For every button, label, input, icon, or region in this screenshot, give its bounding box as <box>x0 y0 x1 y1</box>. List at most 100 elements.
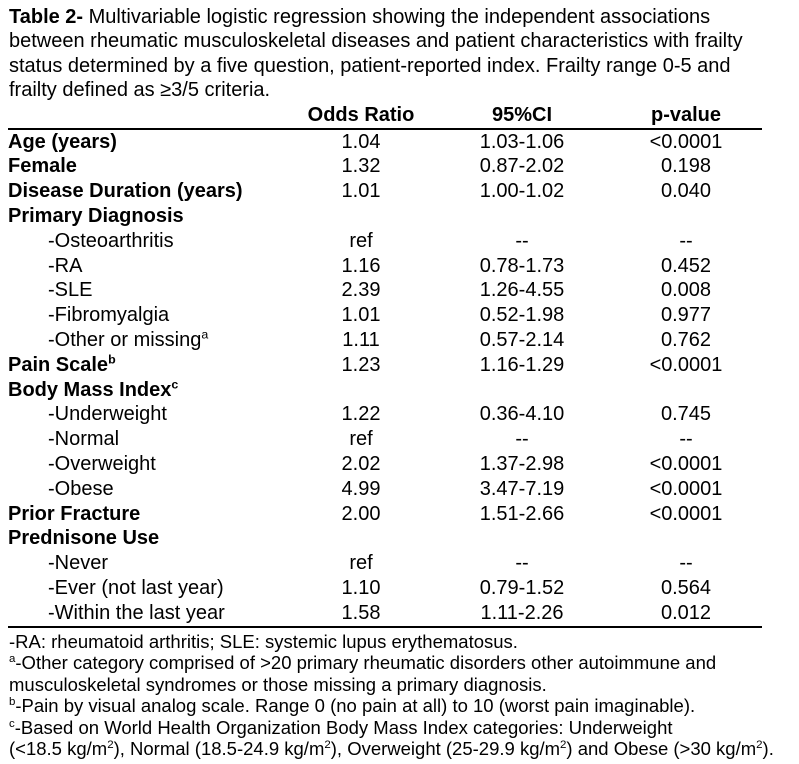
table-row: Prior Fracture 2.00 1.51-2.66 <0.0001 <box>8 502 762 527</box>
odds-ratio-value <box>288 204 434 229</box>
p-value: 0.040 <box>660 180 712 203</box>
row-label: Pain Scaleb <box>8 352 116 376</box>
table-row: -Other or missinga 1.11 0.57-2.14 0.762 <box>8 328 762 353</box>
p-value: -- <box>679 428 693 451</box>
footnote-b: b-Pain by visual analog scale. Range 0 (… <box>9 695 696 717</box>
table-row: -Obese 4.99 3.47-7.19 <0.0001 <box>8 477 762 502</box>
footnote-a: a-Other category comprised of >20 primar… <box>9 652 717 695</box>
ci-value <box>434 204 610 229</box>
table-row: Age (years) 1.04 1.03-1.06 <0.0001 <box>8 129 762 155</box>
odds-ratio-value: 1.32 <box>341 155 381 178</box>
p-value: 0.198 <box>660 155 712 178</box>
regression-table: Odds Ratio 95%CI p-value Age (years) 1.0… <box>8 102 762 628</box>
ci-value: 1.00-1.02 <box>479 180 565 203</box>
p-value: 0.012 <box>610 600 762 628</box>
row-label: -Other or missinga <box>48 328 209 351</box>
odds-ratio-value: 1.11 <box>342 329 380 351</box>
p-value: -- <box>679 229 693 252</box>
row-label: -Normal <box>48 428 120 451</box>
odds-ratio-value: 1.04 <box>341 130 381 153</box>
header-empty-cell <box>8 102 288 130</box>
section-label: Body Mass Indexc <box>8 377 179 401</box>
table-caption-number: Table 2- <box>9 6 84 28</box>
ci-value: 1.16-1.29 <box>479 353 565 376</box>
table-footnotes: -RA: rheumatoid arthritis; SLE: systemic… <box>9 631 797 760</box>
header-ci: 95%CI <box>434 102 610 130</box>
row-label: -Within the last year <box>8 600 288 628</box>
row-label: -RA <box>48 254 83 277</box>
row-label: -SLE <box>48 279 93 302</box>
header-odds-ratio: Odds Ratio <box>288 102 434 130</box>
p-value: 0.452 <box>660 254 712 277</box>
ci-value: 0.36-4.10 <box>479 403 565 426</box>
p-value: <0.0001 <box>649 502 723 525</box>
footnote-abbreviations: -RA: rheumatoid arthritis; SLE: systemic… <box>9 630 518 652</box>
p-value: 0.008 <box>660 279 712 302</box>
odds-ratio-value: 1.01 <box>341 304 381 327</box>
table-row: -Within the last year 1.58 1.11-2.26 0.0… <box>8 600 762 628</box>
section-label: Prednisone Use <box>8 527 160 550</box>
odds-ratio-value: ref <box>349 229 373 252</box>
row-label: -Never <box>48 552 109 575</box>
odds-ratio-value: 1.10 <box>341 576 381 599</box>
ci-value: 0.52-1.98 <box>479 304 565 327</box>
p-value <box>610 378 762 403</box>
odds-ratio-value: 2.39 <box>341 279 381 302</box>
odds-ratio-value: 1.16 <box>341 254 381 277</box>
odds-ratio-value: 1.58 <box>288 600 434 628</box>
odds-ratio-value: 2.02 <box>341 452 381 475</box>
p-value: 0.762 <box>660 329 712 351</box>
row-label: Female <box>8 155 77 178</box>
table-row: Disease Duration (years) 1.01 1.00-1.02 … <box>8 179 762 204</box>
odds-ratio-value <box>288 526 434 551</box>
table-section-row: Body Mass Indexc <box>8 378 762 403</box>
table-section-row: Prednisone Use <box>8 526 762 551</box>
ci-value: -- <box>515 552 529 575</box>
ci-value: 1.26-4.55 <box>479 279 565 302</box>
p-value: 0.564 <box>660 576 712 599</box>
row-label: Disease Duration (years) <box>8 180 243 203</box>
odds-ratio-value: 2.00 <box>341 502 381 525</box>
ci-value: 1.37-2.98 <box>479 452 565 475</box>
ci-value: 0.87-2.02 <box>479 155 565 178</box>
ci-value: 1.11-2.26 <box>434 600 610 628</box>
footnote-c: c-Based on World Health Organization Bod… <box>9 716 774 760</box>
p-value <box>610 204 762 229</box>
odds-ratio-value: ref <box>349 428 373 451</box>
p-value: <0.0001 <box>649 452 723 475</box>
p-value: <0.0001 <box>649 130 723 153</box>
table-row: -Ever (not last year) 1.10 0.79-1.52 0.5… <box>8 576 762 601</box>
table-caption: Table 2- Multivariable logistic regressi… <box>9 5 797 103</box>
table-row: -RA 1.16 0.78-1.73 0.452 <box>8 254 762 279</box>
ci-value <box>434 526 610 551</box>
ci-value: 0.79-1.52 <box>479 576 565 599</box>
ci-value: -- <box>515 428 529 451</box>
ci-value: 0.57-2.14 <box>479 329 565 351</box>
table-row: Pain Scaleb 1.23 1.16-1.29 <0.0001 <box>8 353 762 378</box>
odds-ratio-value: ref <box>349 552 373 575</box>
row-label: -Underweight <box>48 403 167 426</box>
p-value: -- <box>679 552 693 575</box>
row-label: -Ever (not last year) <box>48 576 224 599</box>
odds-ratio-value <box>288 378 434 403</box>
table-row: -SLE 2.39 1.26-4.55 0.008 <box>8 278 762 303</box>
ci-value <box>434 378 610 403</box>
ci-value: -- <box>515 229 529 252</box>
row-label: -Osteoarthritis <box>48 229 174 252</box>
odds-ratio-value: 1.01 <box>341 180 381 203</box>
ci-value: 3.47-7.19 <box>479 477 565 500</box>
p-value: <0.0001 <box>649 353 723 376</box>
table-caption-text: Multivariable logistic regression showin… <box>9 6 743 102</box>
row-label: -Fibromyalgia <box>48 304 170 327</box>
section-label: Primary Diagnosis <box>8 205 184 228</box>
row-label: Age (years) <box>8 130 117 153</box>
table-header-row: Odds Ratio 95%CI p-value <box>8 102 762 130</box>
table-row: -Fibromyalgia 1.01 0.52-1.98 0.977 <box>8 303 762 328</box>
ci-value: 0.78-1.73 <box>479 254 565 277</box>
table-row: -Underweight 1.22 0.36-4.10 0.745 <box>8 402 762 427</box>
odds-ratio-value: 1.22 <box>341 403 381 426</box>
table-row: Female 1.32 0.87-2.02 0.198 <box>8 154 762 179</box>
p-value: 0.977 <box>660 304 712 327</box>
row-label: Prior Fracture <box>8 502 141 525</box>
table-row: -Overweight 2.02 1.37-2.98 <0.0001 <box>8 452 762 477</box>
